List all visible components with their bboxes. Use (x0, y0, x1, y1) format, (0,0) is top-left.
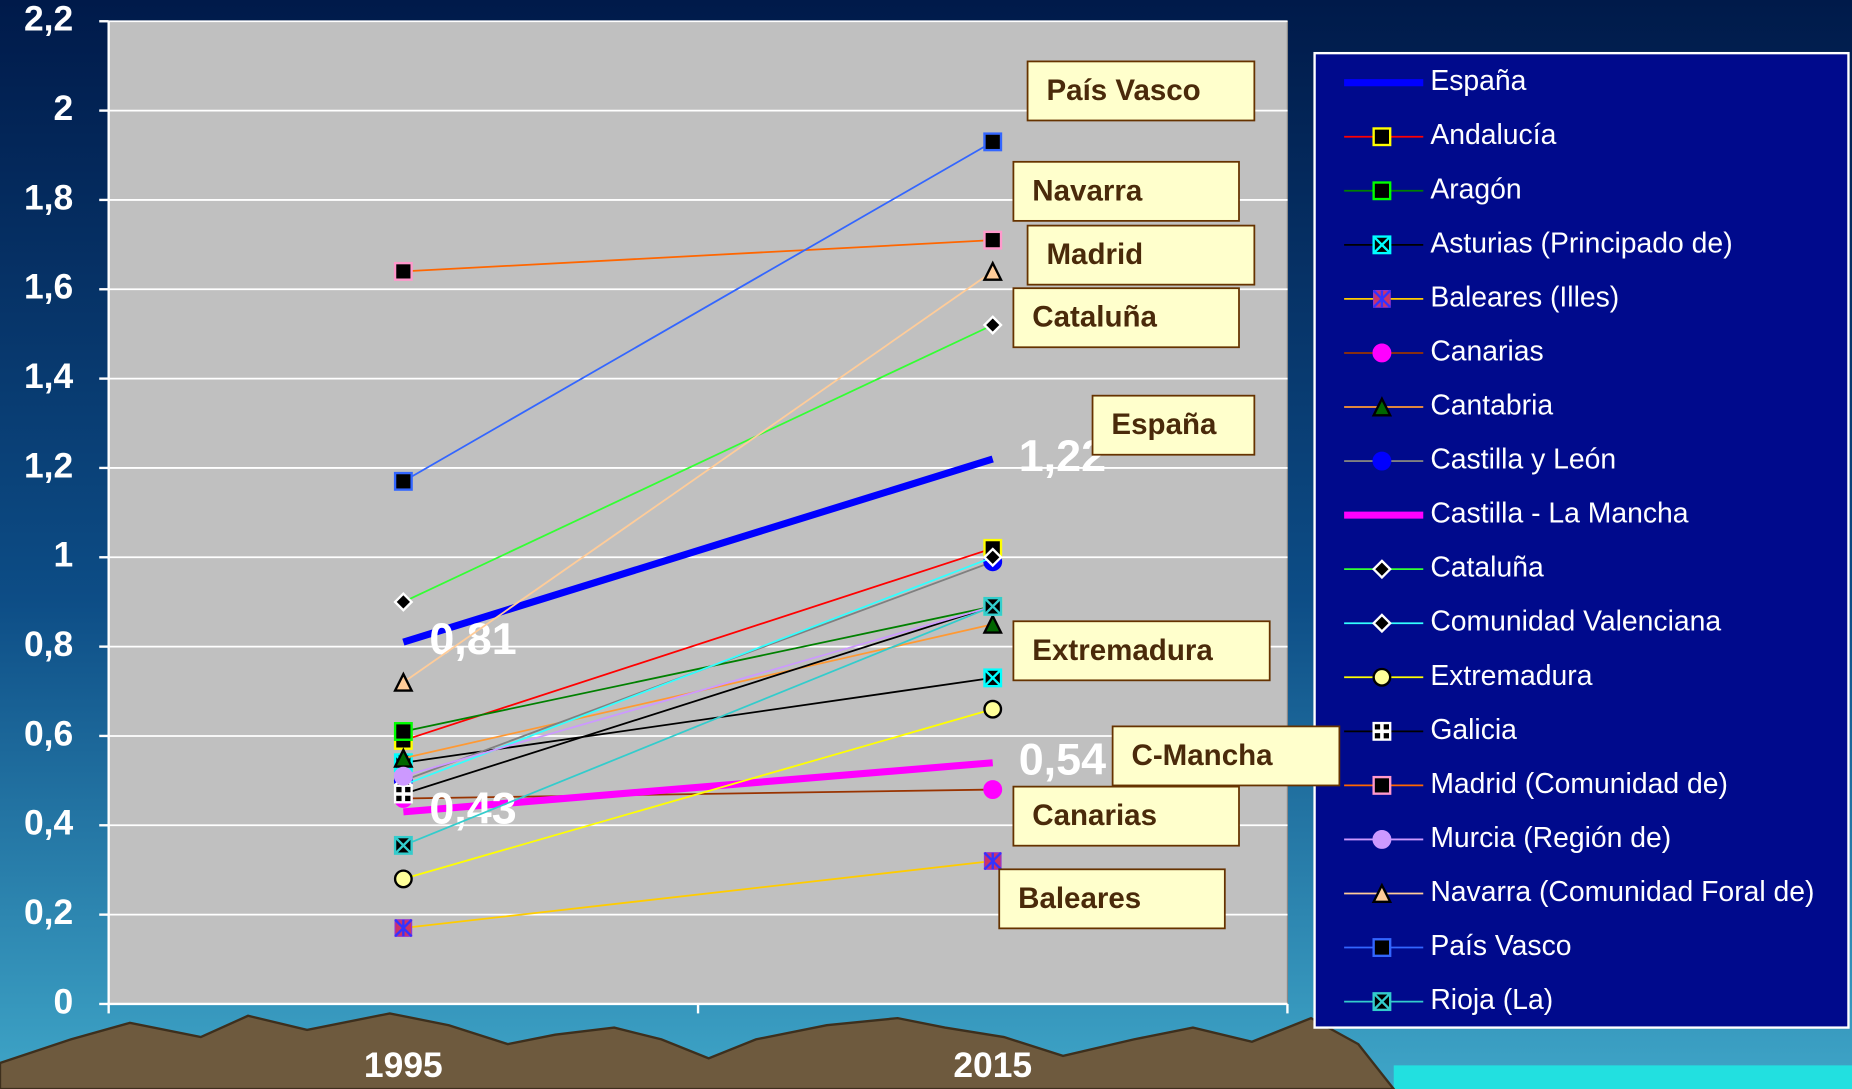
y-tick-label: 0,8 (24, 624, 73, 664)
legend-marker (1374, 128, 1391, 145)
legend-marker (1374, 453, 1391, 470)
legend-label: Madrid (Comunidad de) (1430, 768, 1728, 800)
legend-label: Navarra (Comunidad Foral de) (1430, 876, 1814, 908)
legend-label: Comunidad Valenciana (1430, 606, 1721, 638)
legend-marker (1374, 777, 1391, 794)
value-label: 0,43 (429, 783, 516, 834)
point (395, 263, 412, 280)
chart: 00,20,40,60,811,21,41,61,822,2199520150,… (0, 0, 1852, 1089)
annotation: Madrid (1046, 238, 1143, 271)
point (984, 134, 1001, 151)
legend-marker (1374, 669, 1391, 686)
value-label: 0,54 (1019, 734, 1106, 785)
annotation: Cataluña (1032, 301, 1157, 334)
legend-label: Andalucía (1430, 119, 1556, 151)
annotation: Navarra (1032, 174, 1143, 207)
legend-label: Galicia (1430, 714, 1517, 746)
legend-label: Castilla - La Mancha (1430, 498, 1688, 530)
point (395, 871, 412, 888)
annotation: C-Mancha (1132, 739, 1274, 772)
y-tick-label: 1,6 (24, 267, 73, 307)
legend-marker (1374, 939, 1391, 956)
legend-label: Asturias (Principado de) (1430, 227, 1732, 259)
floor-band (1394, 1065, 1852, 1089)
y-tick-label: 2,2 (24, 0, 73, 39)
legend-label: Castilla y León (1430, 444, 1616, 476)
annotation: Extremadura (1032, 634, 1213, 667)
y-tick-label: 0,2 (24, 892, 73, 932)
legend-label: Canarias (1430, 335, 1543, 367)
annotation: Baleares (1018, 882, 1141, 915)
legend-marker (1374, 831, 1391, 848)
y-tick-label: 1 (54, 535, 74, 575)
page: 00,20,40,60,811,21,41,61,822,2199520150,… (0, 0, 1852, 1089)
legend-label: España (1430, 65, 1526, 97)
legend-label: Extremadura (1430, 660, 1592, 692)
value-label: 0,81 (429, 613, 516, 664)
x-tick-label: 1995 (364, 1045, 443, 1085)
point (984, 781, 1001, 798)
point (984, 232, 1001, 249)
annotation: España (1111, 408, 1217, 441)
x-tick-label: 2015 (953, 1045, 1032, 1085)
point (395, 768, 412, 785)
legend-label: Murcia (Región de) (1430, 822, 1671, 854)
y-tick-label: 0 (54, 981, 74, 1021)
point (984, 701, 1001, 718)
annotation: País Vasco (1046, 74, 1200, 107)
y-tick-label: 1,8 (24, 177, 73, 217)
legend-marker (1374, 345, 1391, 362)
legend-label: Aragón (1430, 173, 1521, 205)
legend-label: Cantabria (1430, 389, 1553, 421)
annotation: Canarias (1032, 799, 1157, 832)
y-tick-label: 1,4 (24, 356, 74, 396)
legend-label: País Vasco (1430, 930, 1571, 962)
y-tick-label: 1,2 (24, 445, 73, 485)
legend-label: Rioja (La) (1430, 984, 1553, 1016)
y-tick-label: 2 (54, 88, 74, 128)
y-tick-label: 0,4 (24, 803, 74, 843)
y-tick-label: 0,6 (24, 713, 73, 753)
legend-label: Baleares (Illes) (1430, 281, 1619, 313)
legend-label: Cataluña (1430, 552, 1544, 584)
point (395, 723, 412, 740)
legend-marker (1374, 183, 1391, 200)
point (395, 473, 412, 490)
